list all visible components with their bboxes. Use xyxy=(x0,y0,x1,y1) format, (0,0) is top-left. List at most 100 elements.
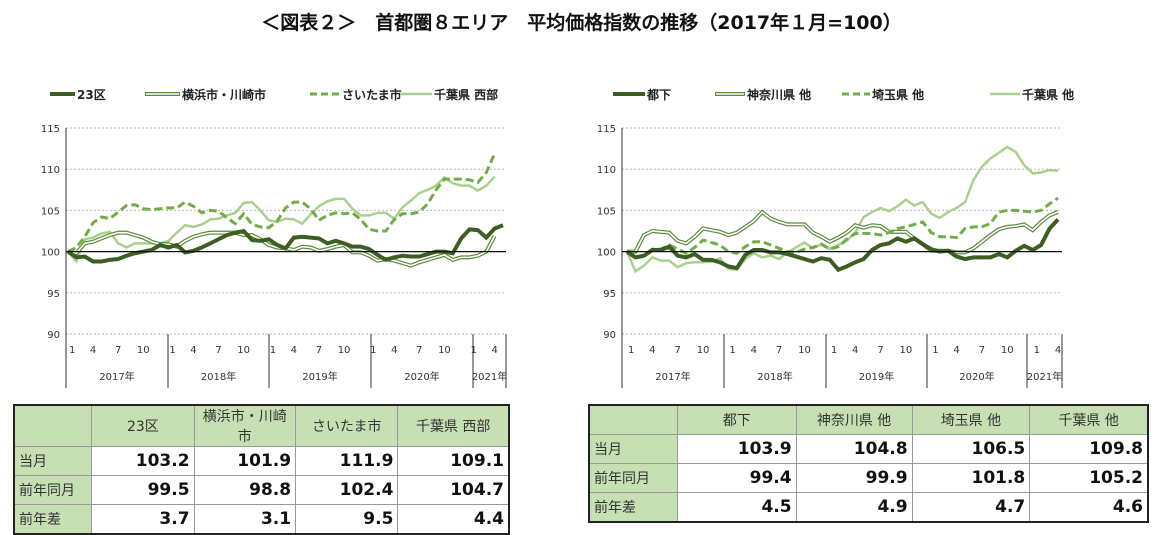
column-header: 千葉県 他 xyxy=(1029,404,1149,435)
x-tick-label: 4 xyxy=(391,345,397,356)
y-tick-label: 110 xyxy=(41,165,60,176)
table-row: 前年同月 99.4 99.9 101.8 105.2 xyxy=(588,463,1149,493)
legend-label: 埼玉県 他 xyxy=(872,87,924,102)
column-header: 横浜市・川崎市 xyxy=(193,404,297,447)
legend-label: さいたま市 xyxy=(342,87,402,102)
x-tick-label: 10 xyxy=(438,345,451,356)
series-path xyxy=(625,145,1059,274)
x-tick-label: 4 xyxy=(852,345,858,356)
table-cell: 4.7 xyxy=(911,492,1031,523)
x-tick-label: 4 xyxy=(190,345,196,356)
series-line-2 xyxy=(627,209,1059,255)
column-header xyxy=(588,404,678,435)
row-header: 前年同月 xyxy=(13,475,93,505)
year-label: 2021年 xyxy=(1027,370,1062,383)
table-cell: 3.7 xyxy=(91,504,195,535)
series-line-2 xyxy=(67,230,497,268)
table-cell: 98.8 xyxy=(193,475,297,505)
x-tick-label: 10 xyxy=(697,345,710,356)
legend-label: 都下 xyxy=(646,87,671,102)
y-tick-label: 105 xyxy=(597,206,616,217)
x-tick-label: 10 xyxy=(237,345,250,356)
table-cell: 99.5 xyxy=(91,475,195,505)
table-cell: 102.4 xyxy=(295,475,399,505)
table-cell: 104.8 xyxy=(795,434,913,464)
y-tick-label: 115 xyxy=(597,124,616,135)
year-label: 2019年 xyxy=(302,370,337,383)
year-label: 2020年 xyxy=(404,370,439,383)
table-cell: 101.9 xyxy=(193,446,297,476)
legend-label: 神奈川県 他 xyxy=(747,87,811,102)
table-row: 前年差 3.7 3.1 9.5 4.4 xyxy=(13,504,510,535)
table-cell: 9.5 xyxy=(295,504,399,535)
series-path-inner xyxy=(627,210,1059,254)
year-label: 2017年 xyxy=(99,370,134,383)
table-cell: 111.9 xyxy=(295,446,399,476)
y-tick-label: 100 xyxy=(597,248,616,259)
column-header: 23区 xyxy=(91,404,195,447)
legend-label: 横浜市・川崎市 xyxy=(182,87,266,102)
column-header: 埼玉県 他 xyxy=(911,404,1031,435)
year-label: 2019年 xyxy=(859,370,894,383)
year-label: 2018年 xyxy=(757,370,792,383)
x-tick-label: 10 xyxy=(338,345,351,356)
table-row: 当月 103.9 104.8 106.5 109.8 xyxy=(588,434,1149,464)
x-tick-label: 1 xyxy=(1034,345,1040,356)
legend-item: 千葉県 西部 xyxy=(400,87,498,102)
x-tick-label: 7 xyxy=(979,345,985,356)
table-cell: 4.6 xyxy=(1029,492,1149,523)
y-tick-label: 110 xyxy=(597,165,616,176)
table-row: 前年同月 99.5 98.8 102.4 104.7 xyxy=(13,475,510,505)
x-tick-label: 7 xyxy=(115,345,121,356)
legend-item: 神奈川県 他 xyxy=(715,87,811,102)
table-cell: 104.7 xyxy=(397,475,510,505)
x-tick-label: 1 xyxy=(471,345,477,356)
table-header-row: 23区 横浜市・川崎市 さいたま市 千葉県 西部 xyxy=(13,404,510,447)
x-tick-label: 1 xyxy=(270,345,276,356)
x-tick-label: 7 xyxy=(416,345,422,356)
series-path xyxy=(67,230,497,268)
year-label: 2021年 xyxy=(472,370,507,383)
x-tick-label: 10 xyxy=(1001,345,1014,356)
table-cell: 101.8 xyxy=(911,463,1031,493)
column-header: 都下 xyxy=(677,404,797,435)
x-tick-label: 1 xyxy=(69,345,75,356)
table-row: 前年差 4.5 4.9 4.7 4.6 xyxy=(588,492,1149,523)
table-cell: 103.9 xyxy=(677,434,797,464)
right-summary-table: 都下 神奈川県 他埼玉県 他千葉県 他当月 103.9 104.8 106.5 109.8… xyxy=(588,404,1149,523)
x-tick-label: 1 xyxy=(729,345,735,356)
series-path xyxy=(625,218,1060,273)
series-path xyxy=(626,196,1059,260)
row-header: 当月 xyxy=(13,446,93,476)
table-row: 当月 103.2 101.9 111.9 109.1 xyxy=(13,446,510,476)
x-tick-label: 4 xyxy=(953,345,959,356)
column-header xyxy=(13,404,93,447)
table-cell: 4.9 xyxy=(795,492,913,523)
series-line-3 xyxy=(67,152,497,253)
column-header: 神奈川県 他 xyxy=(795,404,913,435)
y-tick-label: 95 xyxy=(47,289,60,300)
right-chart: 90 95 100 105 110 115 1 4 7 10 1 4 7 10 1 4 7 10 1 4 7 10 1 4 20… xyxy=(597,87,1074,388)
year-label: 2017年 xyxy=(655,370,690,383)
legend-item: 23区 xyxy=(50,88,106,102)
x-tick-label: 4 xyxy=(491,345,497,356)
x-tick-label: 7 xyxy=(215,345,221,356)
legend-label: 千葉県 西部 xyxy=(434,87,498,102)
legend-item: 都下 xyxy=(613,87,671,102)
x-tick-label: 4 xyxy=(1055,345,1061,356)
table-cell: 103.2 xyxy=(91,446,195,476)
x-tick-label: 1 xyxy=(932,345,938,356)
x-tick-label: 7 xyxy=(316,345,322,356)
legend-item: 埼玉県 他 xyxy=(842,87,924,102)
year-label: 2020年 xyxy=(959,370,994,383)
x-tick-label: 7 xyxy=(776,345,782,356)
series-line-3 xyxy=(626,196,1059,260)
left-summary-table: 23区 横浜市・川崎市 さいたま市 千葉県 西部 当月 103.2 101.9 111.9 10… xyxy=(13,404,510,535)
x-tick-label: 1 xyxy=(831,345,837,356)
x-tick-label: 1 xyxy=(628,345,634,356)
legend-label: 23区 xyxy=(77,88,106,102)
row-header: 前年同月 xyxy=(588,463,678,493)
table-header-row: 都下 神奈川県 他埼玉県 他千葉県 他 xyxy=(588,404,1149,435)
table-cell: 4.5 xyxy=(677,492,797,523)
